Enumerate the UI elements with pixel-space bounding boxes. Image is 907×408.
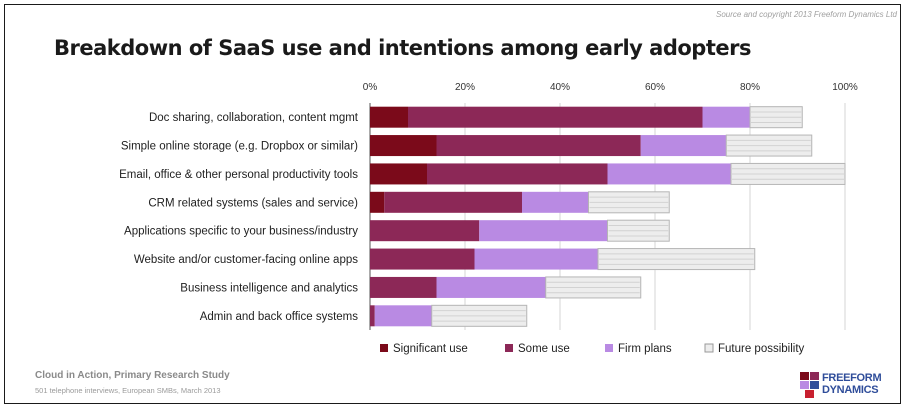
x-tick-label: 0% [363,82,378,93]
legend-swatch [605,344,613,352]
category-label: Website and/or customer-facing online ap… [134,254,358,266]
bar-segment-significant [370,106,408,128]
copyright-note: Source and copyright 2013 Freeform Dynam… [716,10,897,19]
legend-label: Future possibility [718,343,805,355]
category-label: Email, office & other personal productiv… [119,169,358,181]
bar-segment-some [370,220,480,242]
legend-label: Firm plans [618,343,672,355]
category-label: Doc sharing, collaboration, content mgmt [149,112,359,124]
x-tick-label: 80% [740,82,760,93]
bar-segment-significant [370,191,385,213]
bar-segment-some [370,305,375,327]
logo-text-line1: FREEFORM [822,372,882,384]
x-tick-label: 100% [832,82,858,93]
logo-text-line2: DYNAMICS [822,384,879,396]
bar-segment-some [370,248,475,270]
bar-segment-firm [640,135,727,157]
legend-label: Some use [518,343,570,355]
bar-segment-firm [474,248,598,270]
bar-segment-firm [479,220,608,242]
category-label: Admin and back office systems [200,311,359,323]
legend-swatch [380,344,388,352]
x-tick-label: 40% [550,82,570,93]
bar-segment-firm [522,191,589,213]
legend-swatch [505,344,513,352]
category-label: Business intelligence and analytics [180,282,358,294]
bar-segment-some [427,163,608,185]
logo-mark-icon [800,372,819,398]
legend-swatch [704,343,714,353]
bar-segment-significant [370,135,437,157]
x-tick-label: 60% [645,82,665,93]
bar-segment-some [408,106,703,128]
bar-segment-some [370,276,437,298]
chart-title: Breakdown of SaaS use and intentions amo… [54,36,751,60]
category-label: Applications specific to your business/i… [124,226,358,238]
freeform-dynamics-logo: FREEFORM DYNAMICS [800,370,900,400]
legend-label: Significant use [393,343,468,355]
bar-segment-some [436,135,641,157]
category-label: CRM related systems (sales and service) [148,197,358,209]
bar-segment-some [384,191,522,213]
bar-segment-firm [702,106,750,128]
category-label: Simple online storage (e.g. Dropbox or s… [121,141,358,153]
bar-segment-firm [374,305,432,327]
bar-segment-significant [370,163,427,185]
bar-segment-firm [607,163,731,185]
study-name: Cloud in Action, Primary Research Study [35,370,230,381]
bar-segment-firm [436,276,546,298]
x-tick-label: 20% [455,82,475,93]
study-detail: 501 telephone interviews, European SMBs,… [35,386,221,395]
